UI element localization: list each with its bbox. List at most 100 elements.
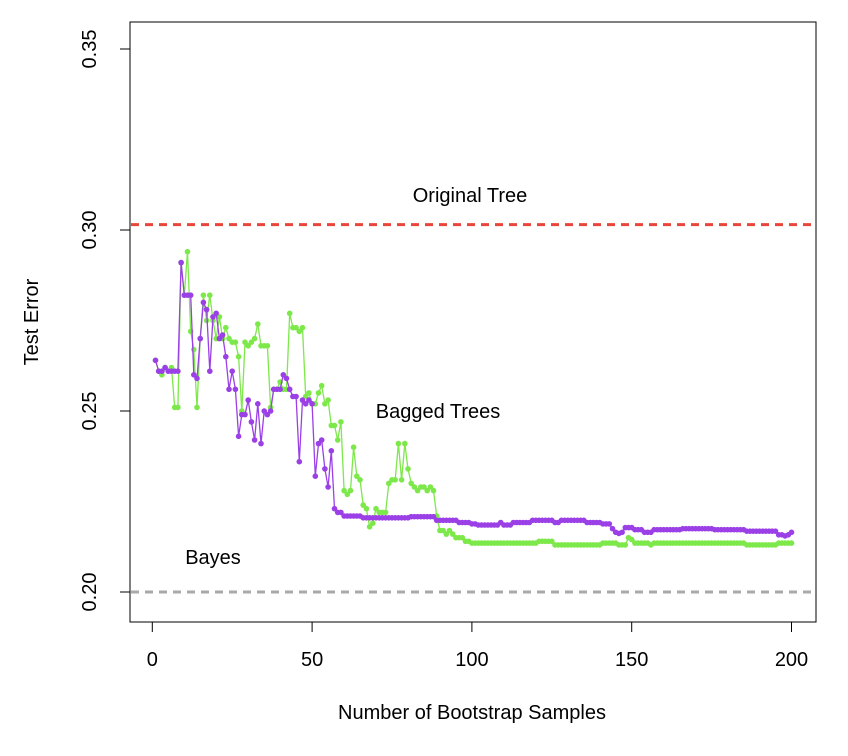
data-point	[235, 433, 242, 440]
data-point	[363, 505, 370, 512]
data-point	[213, 310, 219, 317]
data-point	[216, 335, 223, 342]
data-point	[405, 466, 411, 472]
data-point	[306, 397, 312, 403]
x-axis-label: Number of Bootstrap Samples	[338, 702, 606, 724]
data-point	[370, 520, 376, 526]
data-point	[286, 386, 293, 393]
data-point	[162, 364, 168, 371]
data-point	[223, 353, 229, 360]
data-point	[395, 440, 402, 447]
data-point	[392, 477, 399, 483]
data-point	[338, 419, 344, 425]
data-point	[411, 484, 418, 490]
data-point	[264, 411, 271, 418]
data-point	[219, 332, 226, 338]
data-point	[402, 440, 408, 447]
annotations: Original Tree Bagged Trees Bayes	[185, 185, 527, 569]
data-point	[459, 534, 466, 541]
data-point	[175, 404, 181, 411]
data-point	[424, 487, 431, 494]
data-point	[194, 404, 200, 411]
data-point	[386, 480, 392, 487]
y-tick-label: 0.35	[79, 30, 101, 69]
data-point	[302, 393, 309, 400]
annotation-original-tree: Original Tree	[413, 185, 528, 207]
x-tick-label: 150	[615, 649, 648, 671]
data-point	[197, 335, 203, 342]
data-point	[366, 524, 373, 530]
x-tick-label: 100	[455, 649, 488, 671]
data-point	[354, 473, 360, 480]
data-point	[248, 419, 255, 425]
data-point	[251, 335, 258, 342]
y-tick-label: 0.20	[79, 573, 101, 612]
plot-frame	[129, 21, 817, 623]
data-point	[245, 397, 251, 403]
data-point	[331, 505, 338, 512]
data-point	[318, 437, 325, 443]
data-point	[421, 484, 427, 490]
data-point	[788, 540, 795, 546]
data-point	[606, 521, 613, 527]
data-point	[267, 408, 274, 414]
data-point	[331, 422, 338, 429]
data-point	[430, 513, 437, 520]
data-point	[194, 375, 200, 382]
y-axis-label: Test Error	[21, 278, 43, 365]
data-point	[200, 299, 207, 306]
data-point	[191, 372, 197, 378]
data-point	[235, 353, 242, 360]
data-point	[328, 448, 335, 454]
data-point	[443, 531, 450, 537]
data-point	[152, 357, 159, 364]
data-point	[306, 390, 312, 396]
data-point	[318, 382, 325, 389]
data-point	[315, 390, 322, 396]
data-point	[280, 372, 287, 378]
data-point	[312, 473, 319, 480]
data-point	[191, 346, 197, 353]
series-line	[154, 262, 792, 537]
data-point	[449, 531, 456, 537]
data-point	[414, 487, 421, 494]
data-point	[229, 368, 235, 375]
data-point	[283, 375, 290, 382]
annotation-bagged-trees: Bagged Trees	[376, 401, 501, 423]
x-ticks	[151, 622, 792, 632]
data-point	[258, 440, 264, 447]
data-point	[322, 401, 328, 407]
data-point	[254, 321, 261, 327]
data-point	[264, 343, 271, 349]
data-point	[325, 397, 331, 403]
data-point	[175, 368, 181, 375]
reference-lines	[131, 223, 815, 594]
data-point	[178, 259, 184, 266]
y-axis: 0.20 0.25 0.30 0.35 Test Error	[21, 30, 131, 612]
data-point	[772, 528, 779, 534]
data-point	[334, 437, 341, 443]
data-point	[296, 328, 303, 335]
x-tick-label: 200	[775, 649, 808, 671]
data-point	[203, 306, 210, 313]
x-axis: 0 50 100 150 200 Number of Bootstrap Sam…	[147, 621, 808, 724]
data-point	[350, 444, 357, 451]
data-point	[382, 509, 389, 516]
data-point	[628, 536, 635, 543]
y-ticks	[120, 48, 130, 593]
y-tick-label: 0.25	[79, 392, 101, 431]
data-point	[286, 310, 293, 317]
data-point	[299, 397, 306, 403]
data-point	[341, 487, 347, 494]
data-point	[242, 339, 248, 346]
data-point	[242, 411, 248, 418]
y-tick-label: 0.30	[79, 211, 101, 250]
x-tick-label: 50	[301, 649, 323, 671]
data-point	[360, 502, 367, 508]
data-point	[609, 525, 616, 532]
data-point	[338, 509, 344, 516]
series-line	[154, 251, 792, 546]
data-point	[440, 527, 446, 534]
data-point	[315, 440, 322, 447]
